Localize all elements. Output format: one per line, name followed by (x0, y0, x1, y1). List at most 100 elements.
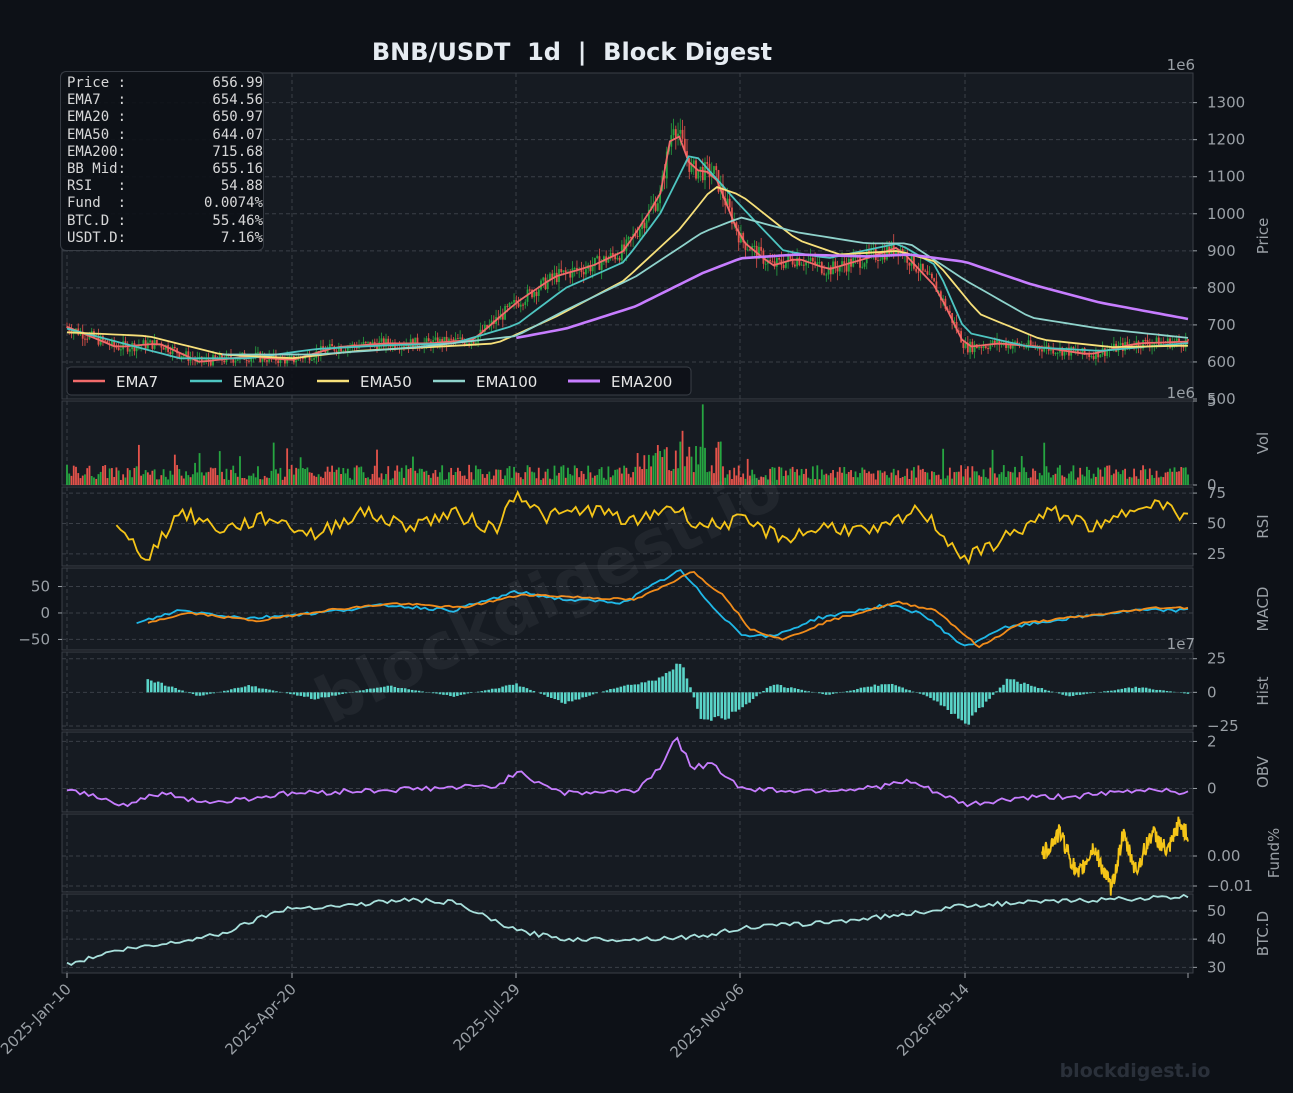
volume-bar (313, 475, 316, 485)
y-tick-label: 75 (1207, 484, 1226, 502)
volume-bar (1074, 479, 1077, 485)
hist-bar (1005, 678, 1009, 693)
hist-bar (623, 685, 626, 693)
volume-bar (656, 445, 659, 485)
hist-bar (546, 692, 550, 697)
info-row: EMA20 : 650.97 (67, 109, 263, 126)
candle-body (248, 360, 250, 362)
volume-bar (387, 466, 390, 485)
volume-bar (472, 479, 475, 485)
volume-bar (791, 466, 794, 485)
hist-bar (981, 692, 984, 708)
candle-body (697, 170, 700, 179)
hist-bar (383, 686, 386, 693)
candle-body (966, 343, 969, 353)
volume-bar (515, 472, 518, 485)
volume-bar (81, 475, 84, 485)
candle-body (1011, 345, 1014, 349)
info-value: 655.16 (212, 161, 263, 177)
info-value: 0.0074% (203, 195, 263, 212)
hist-bar (630, 684, 633, 693)
hist-bar (504, 685, 508, 693)
volume-bar (416, 473, 419, 485)
hist-bar (556, 692, 560, 701)
volume-bar (180, 475, 183, 485)
candle-body (614, 255, 617, 260)
candle-body (531, 289, 533, 298)
volume-bar (1068, 473, 1070, 485)
hist-bar (870, 686, 873, 693)
volume-bar (836, 471, 839, 485)
candle-body (124, 341, 127, 344)
candle-body (1119, 342, 1122, 346)
hist-bar (577, 692, 581, 700)
hist-bar (396, 687, 400, 693)
hist-bar (908, 690, 911, 693)
volume-bar (585, 479, 587, 485)
volume-bar (816, 465, 819, 485)
hist-bar (508, 684, 511, 693)
volume-bar (782, 475, 785, 485)
hist-bar (414, 690, 417, 693)
volume-bar (760, 476, 763, 485)
volume-bar (697, 464, 700, 485)
candle-body (969, 341, 971, 353)
volume-bar (582, 473, 585, 485)
volume-bar (710, 465, 713, 485)
hist-bar (323, 692, 327, 698)
candle-body (257, 352, 259, 354)
hist-bar (442, 692, 445, 695)
hist-bar (950, 692, 953, 714)
volume-bar (102, 465, 104, 485)
candle-body (582, 272, 585, 275)
candle-body (214, 355, 217, 359)
hist-bar (901, 687, 904, 693)
hist-bar (212, 692, 216, 694)
candle-body (146, 342, 149, 349)
volume-bar (1099, 469, 1102, 485)
volume-bar (171, 474, 174, 485)
candle-body (1182, 346, 1185, 348)
candle-body (643, 222, 646, 229)
volume-bar (623, 465, 626, 485)
candle-body (340, 346, 342, 352)
volume-bar (1101, 476, 1104, 485)
volume-bar (1079, 467, 1082, 485)
legend-label: EMA100 (476, 373, 537, 391)
candle-body (681, 129, 684, 139)
volume-bar (380, 473, 383, 485)
hist-bar (779, 685, 783, 693)
hist-bar (243, 686, 247, 693)
candle-body (468, 343, 471, 345)
hist-bar (647, 680, 651, 693)
hist-bar (174, 688, 177, 693)
hist-bar (563, 692, 567, 704)
volume-bar (1025, 472, 1028, 485)
volume-bar (216, 475, 219, 485)
volume-bar (690, 456, 693, 485)
volume-bar (1128, 476, 1131, 485)
volume-bar (182, 478, 185, 485)
volume-bar (200, 472, 203, 485)
candle-body (1045, 345, 1048, 349)
info-row: RSI : 54.88 (67, 178, 263, 195)
candle-body (1142, 339, 1144, 349)
info-label: Price : (67, 75, 127, 91)
candle-body (234, 360, 237, 363)
candle-body (120, 349, 122, 351)
y-tick-label: 5 (1207, 392, 1217, 410)
hist-bar (1050, 691, 1054, 693)
hist-bar (313, 692, 317, 700)
volume-bar (755, 478, 758, 485)
volume-bar (993, 473, 996, 485)
candle-body (1153, 343, 1156, 345)
volume-bar (620, 473, 623, 485)
info-label: USDT.D: (67, 229, 127, 246)
hist-bar (466, 692, 470, 694)
volume-bar (820, 469, 823, 485)
hist-bar (1023, 682, 1026, 693)
volume-bar (421, 468, 423, 485)
y-tick-label: 1300 (1207, 94, 1245, 112)
y-tick-label: 25 (1207, 545, 1226, 563)
volume-bar (708, 471, 711, 485)
